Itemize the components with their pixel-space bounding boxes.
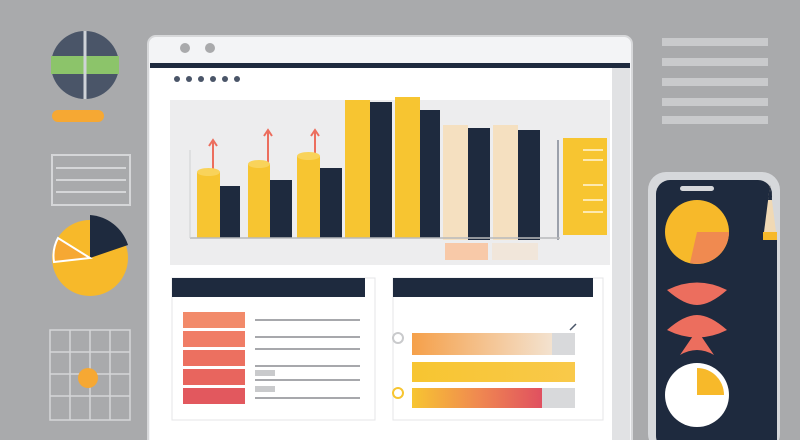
list-panel bbox=[171, 277, 376, 421]
chart-decor bbox=[189, 97, 607, 260]
phone bbox=[648, 172, 780, 440]
right-lines bbox=[662, 38, 768, 124]
progress-panel bbox=[392, 277, 604, 421]
left-decor bbox=[49, 31, 131, 421]
pencil bbox=[763, 185, 777, 440]
